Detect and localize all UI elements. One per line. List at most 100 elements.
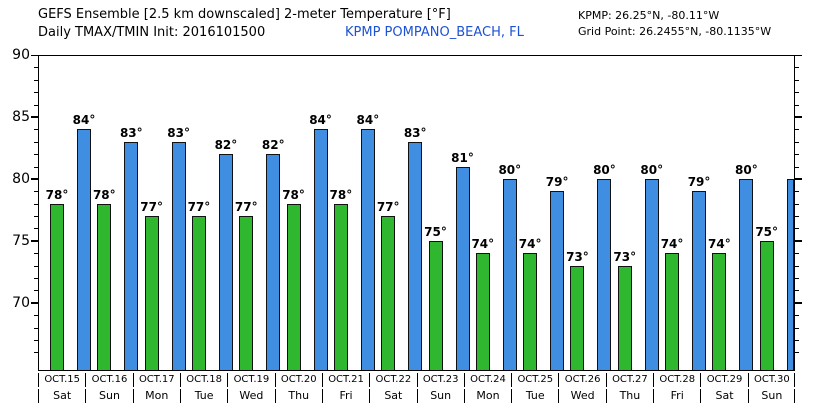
y-minor-tick	[34, 203, 38, 205]
chart-subtitle: Daily TMAX/TMIN Init: 2016101500	[38, 25, 266, 40]
x-date-label: OCT.20	[274, 373, 322, 387]
x-day-label: Fri	[321, 389, 369, 403]
bar-label: 77°	[187, 200, 211, 215]
bar-label: 75°	[755, 224, 779, 239]
y-minor-tick	[795, 191, 799, 193]
x-day-label: Tue	[179, 389, 227, 403]
y-minor-tick	[795, 92, 799, 94]
tmin-bar	[239, 216, 254, 370]
y-major-tick	[31, 178, 38, 180]
bar-label: 78°	[92, 187, 116, 202]
bar-label: 79°	[545, 175, 569, 190]
y-minor-tick	[795, 278, 799, 280]
bar-label: 83°	[119, 125, 143, 140]
tmax-bar	[171, 141, 186, 370]
tmin-bar	[97, 203, 112, 370]
bar-label: 82°	[214, 138, 238, 153]
y-minor-tick	[795, 253, 799, 255]
tmin-bar	[286, 203, 301, 370]
station-coords: KPMP: 26.25°N, -80.11°W	[578, 9, 720, 22]
y-major-tick	[31, 302, 38, 304]
bar-label: 83°	[167, 125, 190, 140]
bar-label: 77°	[376, 200, 400, 215]
tmin-bar	[333, 203, 348, 370]
station-name: KPMP POMPANO_BEACH, FL	[345, 25, 524, 40]
x-date-label: OCT.17	[132, 373, 180, 387]
tmax-bar	[360, 129, 375, 370]
y-minor-tick	[34, 327, 38, 329]
bar-label: 77°	[140, 200, 163, 215]
tmax-bar	[313, 129, 328, 370]
tmax-bar	[502, 178, 517, 370]
y-minor-tick	[795, 228, 799, 230]
x-day-label: Wed	[558, 389, 605, 403]
y-minor-tick	[34, 104, 38, 106]
x-day-label: Wed	[227, 389, 274, 403]
x-day-label: Sat	[700, 389, 747, 403]
tmax-bar	[77, 129, 91, 370]
y-minor-tick	[795, 315, 799, 317]
y-minor-tick	[34, 228, 38, 230]
bar-label: 73°	[566, 249, 589, 264]
y-minor-tick	[34, 154, 38, 156]
x-day-label: Tue	[511, 389, 558, 403]
x-axis-divider	[794, 389, 795, 403]
x-date-label: OCT.27	[605, 373, 653, 387]
y-minor-tick	[34, 92, 38, 94]
y-major-tick	[795, 116, 802, 118]
bar-label: 78°	[329, 187, 353, 202]
tmax-bar	[644, 178, 659, 370]
y-major-tick	[31, 240, 38, 242]
x-date-label: OCT.21	[321, 373, 369, 387]
x-day-label: Sun	[747, 389, 795, 403]
y-tick-label: 70	[12, 294, 30, 311]
bar-label: 79°	[687, 175, 711, 190]
y-minor-tick	[795, 166, 799, 168]
y-minor-tick	[795, 290, 799, 292]
x-day-label: Sun	[85, 389, 132, 403]
y-major-tick	[795, 240, 802, 242]
y-minor-tick	[795, 203, 799, 205]
tmax-bar	[786, 178, 794, 370]
y-major-tick	[31, 54, 38, 56]
bar-label: 73°	[613, 249, 637, 264]
bar-label: 75°	[424, 224, 447, 239]
bar-label: 82°	[261, 138, 285, 153]
y-minor-tick	[795, 104, 799, 106]
chart-title: GEFS Ensemble [2.5 km downscaled] 2-mete…	[38, 7, 451, 22]
x-date-label: OCT.18	[179, 373, 227, 387]
y-minor-tick	[34, 340, 38, 342]
y-minor-tick	[34, 315, 38, 317]
y-major-tick	[795, 302, 802, 304]
tmax-bar	[408, 141, 423, 370]
y-tick-label: 80	[12, 170, 30, 187]
tmin-bar	[191, 216, 206, 370]
tmin-bar	[570, 265, 585, 370]
tmax-bar	[692, 191, 707, 370]
tmin-bar	[523, 253, 538, 370]
bar-label: 77°	[234, 200, 258, 215]
tmin-bar	[759, 240, 774, 370]
x-date-label: OCT.25	[511, 373, 558, 387]
x-date-label: OCT.29	[700, 373, 747, 387]
y-minor-tick	[795, 340, 799, 342]
tmin-bar	[428, 240, 443, 370]
y-minor-tick	[34, 290, 38, 292]
y-major-tick	[795, 54, 802, 56]
x-date-label: OCT.19	[227, 373, 274, 387]
tmax-bar	[266, 154, 281, 370]
x-day-label: Thu	[274, 389, 322, 403]
bar-label: 80°	[735, 162, 758, 177]
bar-label: 74°	[518, 237, 542, 252]
y-minor-tick	[795, 216, 799, 218]
y-minor-tick	[34, 278, 38, 280]
x-axis-divider	[794, 373, 795, 387]
y-minor-tick	[795, 265, 799, 267]
bar-label: 80°	[498, 162, 522, 177]
bar-label: 78°	[282, 187, 305, 202]
x-day-label: Sun	[416, 389, 464, 403]
grid-point-coords: Grid Point: 26.2455°N, -80.1135°W	[578, 25, 772, 38]
x-day-label: Fri	[653, 389, 700, 403]
tmax-bar	[550, 191, 565, 370]
tmin-bar	[144, 216, 159, 370]
